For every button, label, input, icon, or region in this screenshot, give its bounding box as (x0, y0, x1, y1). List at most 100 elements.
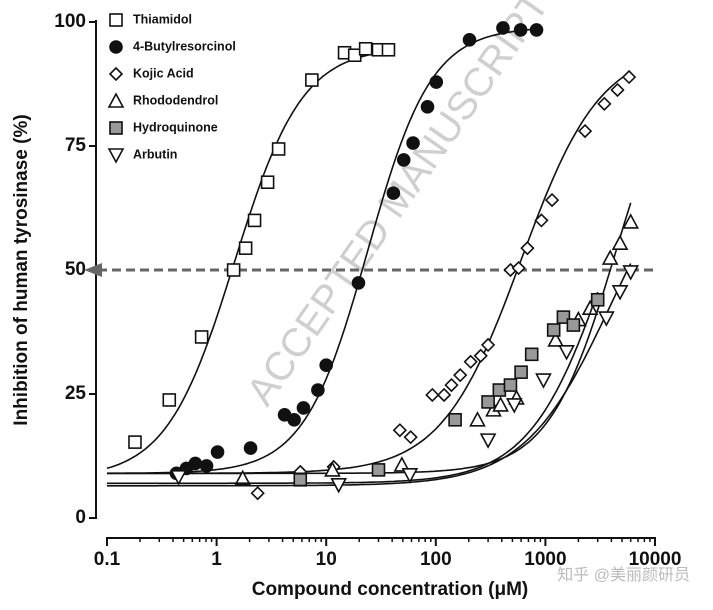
data-point (514, 365, 528, 379)
data-point (611, 285, 629, 301)
data-point (611, 234, 629, 251)
data-point (520, 241, 535, 256)
data-point (330, 477, 348, 494)
data-point (271, 142, 286, 156)
data-point (558, 345, 575, 361)
reference-arrow (84, 263, 102, 277)
data-point (319, 358, 334, 373)
data-point (296, 401, 311, 415)
data-point (188, 456, 203, 471)
data-point (234, 469, 252, 486)
data-point (473, 348, 488, 363)
data-point (496, 21, 510, 35)
watermark: 知乎 @美丽颜研员 (557, 566, 690, 584)
data-point (622, 265, 640, 281)
legend-label: Thiamidol (133, 12, 192, 26)
data-point (544, 192, 560, 208)
data-point (566, 318, 581, 332)
data-point (250, 486, 265, 501)
data-point (107, 148, 125, 164)
x-tick-label: 100 (420, 549, 452, 570)
data-point (535, 373, 552, 389)
data-point (401, 468, 419, 484)
data-point (260, 175, 275, 190)
data-point (358, 41, 373, 56)
data-point (601, 249, 619, 265)
data-point (420, 100, 435, 114)
data-point (597, 96, 612, 111)
data-point (109, 13, 123, 27)
x-axis-title: Compound concentration (μM) (252, 579, 529, 600)
data-point (621, 69, 637, 85)
data-point (199, 459, 214, 473)
data-point (577, 123, 593, 139)
data-point (444, 377, 459, 393)
data-point (162, 393, 177, 407)
watermark: ACCEPTED MANUSCRIPT (238, 0, 557, 413)
data-point (492, 396, 509, 412)
data-point (556, 310, 571, 324)
y-tick-label: 50 (65, 259, 86, 280)
legend-label: Rhododendrol (133, 93, 218, 107)
data-point (406, 136, 420, 150)
data-point (505, 398, 523, 414)
data-point (386, 186, 401, 200)
data-point (534, 213, 549, 228)
data-point (403, 430, 418, 445)
data-point (170, 470, 187, 486)
data-point (194, 330, 209, 344)
data-point (462, 33, 477, 47)
legend-label: Arbutin (133, 147, 177, 161)
data-point (128, 435, 142, 449)
data-point (480, 337, 496, 353)
data-point (546, 323, 561, 337)
fit-curve (106, 50, 389, 470)
data-point (381, 42, 396, 57)
data-point (425, 387, 440, 403)
legend-label: Hydroquinone (133, 120, 218, 134)
y-tick-label: 25 (65, 383, 87, 404)
data-point (396, 153, 411, 167)
data-point (238, 241, 253, 255)
data-point (610, 82, 625, 98)
x-tick-label: 0.1 (94, 549, 121, 570)
data-point (393, 456, 411, 472)
data-point (479, 433, 497, 449)
data-point (492, 383, 507, 397)
legend-label: Kojic Acid (133, 66, 194, 80)
x-tick-label: 10000 (629, 549, 682, 570)
data-point (469, 411, 486, 427)
fit-curve (107, 263, 632, 487)
data-point (305, 73, 319, 87)
data-point (371, 463, 386, 477)
data-point (287, 412, 301, 427)
y-axis-title: Inhibition of human tyrosinase (%) (11, 114, 32, 425)
data-point (109, 40, 123, 54)
data-point (351, 276, 366, 290)
fit-curve (107, 202, 632, 475)
data-point (247, 213, 262, 228)
data-point (392, 423, 407, 438)
data-point (107, 92, 125, 108)
data-point (311, 383, 325, 397)
x-tick-label: 1000 (524, 549, 566, 570)
x-tick-label: 1 (211, 549, 222, 570)
legend-label: 4-Butylresorcinol (133, 39, 236, 53)
fit-curve (107, 291, 599, 485)
data-point (429, 75, 444, 89)
data-point (436, 387, 452, 403)
data-point (511, 260, 526, 276)
data-point (210, 445, 225, 459)
data-point (513, 23, 528, 37)
data-point (503, 378, 518, 392)
data-point (590, 292, 605, 307)
data-point (598, 311, 615, 327)
data-point (109, 121, 123, 135)
data-point (448, 412, 462, 427)
data-point (463, 354, 478, 369)
data-point (622, 213, 640, 229)
data-point (547, 331, 564, 347)
y-tick-label: 0 (75, 507, 86, 528)
data-point (324, 461, 341, 477)
